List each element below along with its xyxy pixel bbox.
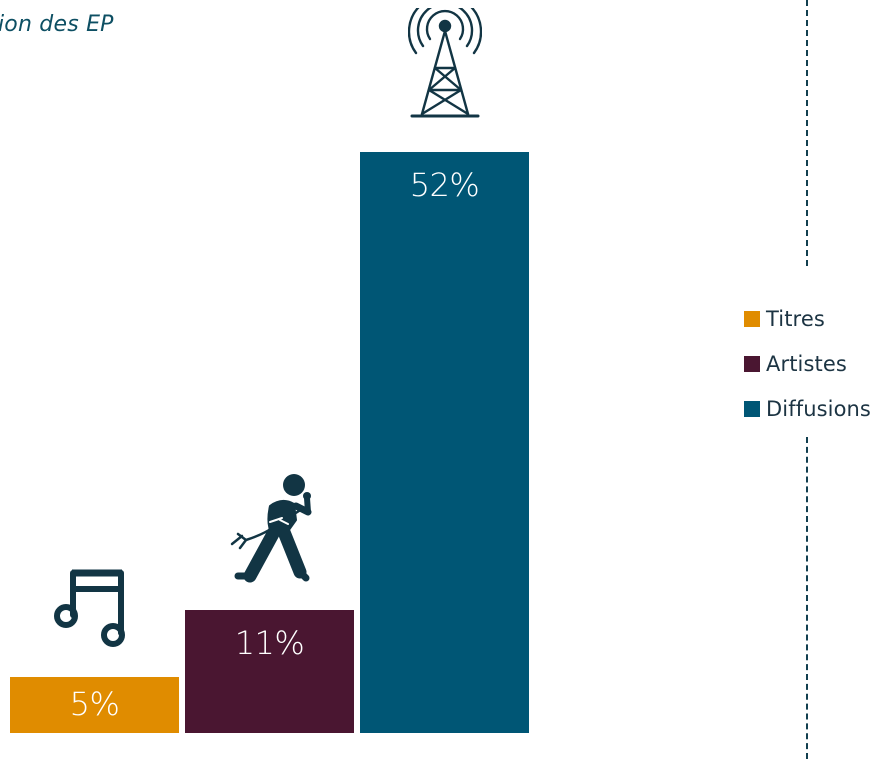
bar-titres: 5% — [10, 677, 179, 733]
music-note-icon — [52, 569, 128, 655]
legend-label-titres: Titres — [766, 306, 825, 331]
legend-swatch-diffusions — [744, 400, 760, 417]
bar-label-titres: 5% — [69, 685, 120, 724]
legend-label-diffusions: Diffusions — [766, 396, 871, 421]
legend-item-diffusions: Diffusions — [744, 396, 871, 421]
chart-subtitle: ion des EP — [0, 12, 114, 37]
divider-top — [806, 0, 808, 266]
divider-bottom — [806, 437, 808, 759]
radio-tower-icon — [407, 0, 482, 130]
legend-item-titres: Titres — [744, 306, 871, 331]
bar-artistes: 11% — [185, 610, 354, 733]
legend-label-artistes: Artistes — [766, 351, 847, 376]
bar-label-diffusions: 52% — [409, 166, 480, 204]
bar-label-artistes: 11% — [234, 624, 305, 663]
guitarist-icon — [222, 472, 318, 588]
legend: Titres Artistes Diffusions — [744, 306, 871, 421]
legend-swatch-titres — [744, 310, 760, 327]
legend-item-artistes: Artistes — [744, 351, 871, 376]
legend-swatch-artistes — [744, 355, 760, 372]
bar-diffusions: 52% — [360, 152, 529, 733]
